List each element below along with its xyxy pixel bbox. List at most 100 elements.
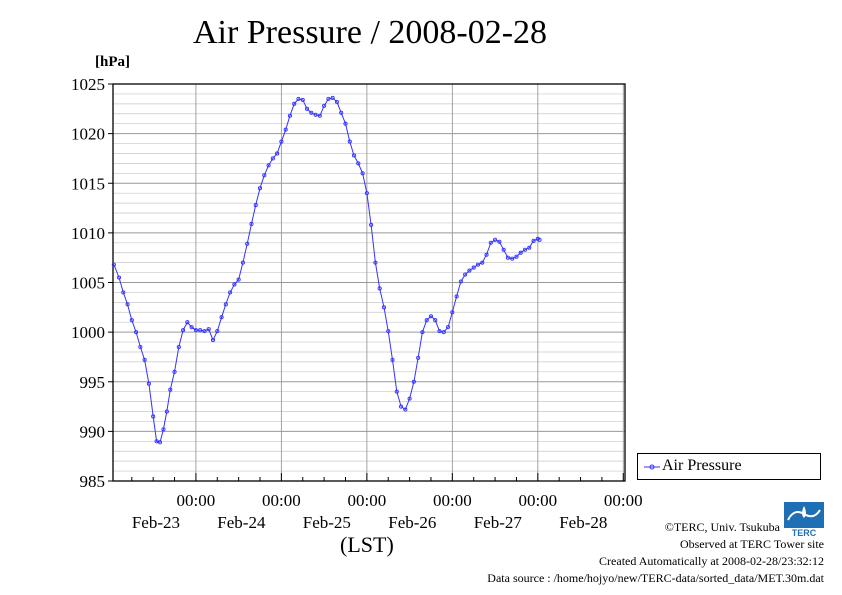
data-point xyxy=(454,294,459,299)
data-point xyxy=(330,95,335,100)
data-point xyxy=(146,381,151,386)
data-point xyxy=(202,329,207,334)
legend-label: Air Pressure xyxy=(662,457,742,474)
data-point xyxy=(480,260,485,265)
page-title: Air Pressure / 2008-02-28 xyxy=(192,14,548,51)
data-point xyxy=(420,330,425,335)
x-tick-time-label: 00:00 xyxy=(177,491,216,510)
footer-observed: Observed at TERC Tower site xyxy=(679,537,824,551)
x-tick-date-label: Feb-23 xyxy=(132,513,180,532)
data-point xyxy=(463,272,468,277)
x-tick-date-label: Feb-24 xyxy=(217,513,266,532)
data-point xyxy=(313,112,318,117)
y-tick-label: 1000 xyxy=(71,323,105,342)
data-point xyxy=(339,110,344,115)
data-point xyxy=(377,286,382,291)
data-point xyxy=(334,99,339,104)
y-tick-label: 1010 xyxy=(71,224,105,243)
data-point xyxy=(257,186,263,191)
data-point xyxy=(522,247,528,252)
data-point xyxy=(505,255,510,260)
data-point xyxy=(275,151,280,156)
data-point xyxy=(219,315,224,320)
data-point xyxy=(364,191,369,196)
y-tick-label: 1020 xyxy=(71,125,105,144)
data-point xyxy=(240,260,245,265)
data-point xyxy=(111,262,116,267)
y-axis-unit-label: [hPa] xyxy=(95,54,130,70)
data-point xyxy=(471,265,476,270)
data-point xyxy=(381,305,387,310)
data-point xyxy=(399,404,404,409)
data-point xyxy=(189,325,194,330)
data-point xyxy=(292,101,297,106)
footer-created: Created Automatically at 2008-02-28/23:3… xyxy=(599,554,824,568)
data-point xyxy=(270,156,275,161)
data-point xyxy=(172,369,177,374)
legend-marker-icon xyxy=(644,464,660,470)
data-point xyxy=(161,427,166,432)
plot-frame xyxy=(112,83,626,482)
data-point xyxy=(322,103,327,108)
data-point xyxy=(373,260,378,265)
data-point xyxy=(446,325,451,330)
data-point xyxy=(537,237,542,242)
data-point xyxy=(450,310,455,315)
data-point xyxy=(253,203,258,208)
data-point xyxy=(394,389,399,394)
x-tick-date-label: Feb-28 xyxy=(559,513,607,532)
data-point xyxy=(407,396,412,401)
data-point xyxy=(390,357,395,362)
data-point xyxy=(360,171,365,176)
legend: Air Pressure xyxy=(637,453,821,480)
data-point xyxy=(193,328,198,333)
data-point xyxy=(497,239,502,244)
data-point xyxy=(249,221,254,226)
data-point xyxy=(510,256,515,261)
terc-logo-icon: TERC xyxy=(784,502,824,538)
data-point xyxy=(317,113,322,118)
data-point xyxy=(300,97,305,102)
data-point xyxy=(514,254,519,259)
data-point xyxy=(351,153,357,158)
data-point xyxy=(501,247,506,252)
data-point xyxy=(488,240,493,245)
data-point xyxy=(245,241,250,246)
data-point xyxy=(154,439,159,444)
data-point xyxy=(356,161,361,166)
data-point xyxy=(458,279,463,284)
data-point xyxy=(296,96,301,101)
data-point xyxy=(527,245,532,250)
logo-text: TERC xyxy=(792,528,817,538)
y-tick-label: 1005 xyxy=(71,274,105,293)
data-point xyxy=(416,355,421,360)
data-point xyxy=(287,113,292,118)
y-tick-label: 1015 xyxy=(71,174,105,193)
data-point xyxy=(129,318,134,323)
data-point xyxy=(215,329,220,334)
data-point xyxy=(433,318,438,323)
data-point xyxy=(116,275,122,280)
data-point xyxy=(181,328,186,333)
data-point xyxy=(157,440,163,445)
data-point xyxy=(138,344,143,350)
data-point xyxy=(467,268,472,273)
data-point xyxy=(236,277,241,282)
data-point xyxy=(262,173,267,178)
x-tick-time-label: 00:00 xyxy=(347,491,386,510)
x-tick-date-label: Feb-26 xyxy=(388,513,436,532)
data-point xyxy=(279,139,284,144)
data-point xyxy=(531,238,536,243)
data-point xyxy=(403,407,408,412)
x-tick-time-label: 00:00 xyxy=(604,491,643,510)
data-point xyxy=(210,338,216,343)
data-point xyxy=(266,163,271,168)
data-point xyxy=(185,320,190,325)
data-point xyxy=(518,250,523,255)
data-point xyxy=(121,290,126,295)
x-tick-time-label: 00:00 xyxy=(433,491,472,510)
data-point xyxy=(206,327,211,332)
data-point xyxy=(424,318,429,323)
data-point xyxy=(228,290,233,295)
data-point xyxy=(343,121,348,126)
